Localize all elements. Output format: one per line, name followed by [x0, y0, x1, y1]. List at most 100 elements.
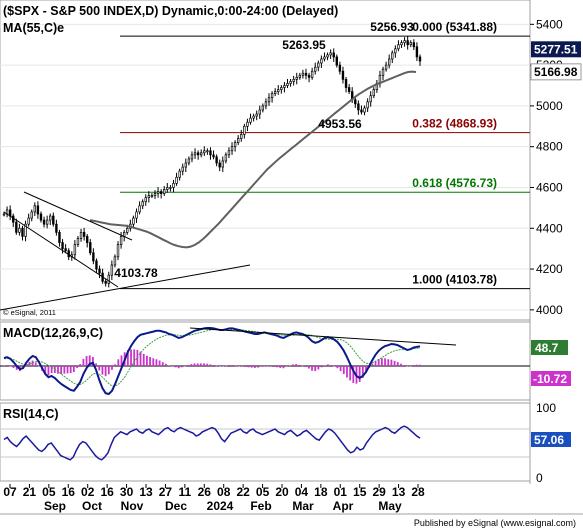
macd-histogram-bar [155, 359, 158, 366]
macd-histogram-bar [50, 366, 53, 374]
candle-body [397, 44, 400, 50]
candle-body [366, 101, 369, 109]
candle-body [206, 150, 209, 153]
macd-histogram-bar [333, 366, 336, 367]
macd-histogram-bar [349, 366, 352, 381]
candle-body [394, 48, 397, 54]
candle-body [341, 70, 345, 80]
macd-histogram-bar [279, 366, 282, 368]
x-tick-label: 11 [179, 485, 192, 499]
candle-body [110, 264, 114, 276]
candle-body [159, 191, 163, 194]
macd-histogram-bar [358, 366, 361, 382]
candle-body [89, 242, 92, 254]
x-tick-label: 27 [159, 485, 173, 499]
macd-histogram-bar [161, 362, 164, 366]
candle-body [329, 52, 332, 56]
macd-histogram-bar [98, 366, 101, 371]
fib-label: 1.000 (4103.78) [412, 273, 497, 287]
macd-histogram-bar [203, 363, 205, 366]
candle-body [166, 187, 169, 190]
candle-body [150, 195, 154, 197]
price-axis-ticks: 54005200500048004600440042004000 [530, 17, 563, 317]
macd-histogram-bar [82, 358, 85, 366]
macd-histogram-bar [193, 363, 196, 366]
macd-histogram-bar [88, 355, 91, 366]
x-tick-label: 07 [3, 485, 17, 499]
macd-histogram-bar [126, 350, 129, 366]
macd-histogram-bar [196, 363, 199, 366]
x-tick-label: 22 [236, 485, 250, 499]
candle-body [98, 268, 101, 274]
macd-histogram-bar [253, 366, 256, 368]
candle-body [33, 205, 37, 213]
macd-histogram-bar [415, 364, 418, 366]
candle-body [270, 93, 274, 99]
fib-label: 0.382 (4868.93) [412, 117, 497, 131]
macd-hist-box: -10.72 [531, 371, 571, 386]
macd-histogram-bar [317, 366, 320, 370]
candle-body [273, 91, 277, 95]
macd-histogram-bar [244, 366, 247, 367]
candle-body [277, 89, 280, 92]
x-tick-label: 05 [42, 485, 56, 499]
macd-histogram-bar [295, 364, 298, 366]
macd-histogram-bar [104, 366, 107, 377]
price-annotation: 5256.93 [370, 20, 414, 34]
candle-body [233, 142, 237, 148]
macd-histogram-bar [111, 366, 113, 370]
macd-histogram-bar [323, 365, 326, 366]
x-month-label: Apr [333, 499, 354, 513]
macd-histogram-bar [276, 366, 278, 368]
x-month-label: Sep [44, 499, 66, 513]
macd-histogram-bar [63, 366, 66, 374]
candle-body [30, 211, 33, 219]
x-tick-label: 15 [353, 485, 367, 499]
macd-histogram-bar [158, 360, 161, 366]
candle-body [246, 121, 249, 127]
macd-histogram-bar [177, 366, 180, 369]
channel-lower-line [3, 211, 119, 288]
candle-body [369, 95, 372, 103]
price-annotation: 4953.56 [318, 117, 362, 131]
x-month-label: Feb [250, 499, 271, 513]
fib-label: 0.000 (5341.88) [412, 20, 497, 34]
candle-body [412, 42, 416, 48]
candle-body [403, 40, 406, 44]
rsi-current-box: 57.06 [531, 432, 571, 447]
candle-body [147, 195, 151, 199]
candle-body [307, 74, 311, 78]
ma-label: MA(55,C)e [3, 21, 64, 35]
price-box-label: 5277.51 [534, 42, 578, 56]
rsi-line [3, 425, 421, 461]
x-month-label: Oct [82, 499, 102, 513]
macd-histogram-bar [152, 358, 155, 366]
candle-body [163, 189, 166, 194]
candle-body [332, 52, 335, 58]
macd-histogram-bar [174, 366, 177, 368]
price-tick-label: 4600 [536, 180, 563, 194]
macd-histogram-bar [133, 349, 136, 366]
candle-body [203, 150, 206, 154]
macd-histogram-bar [412, 365, 415, 366]
candle-body [415, 46, 419, 58]
x-tick-label: 21 [23, 485, 37, 499]
macd-histogram-bar [165, 363, 167, 366]
candle-body [64, 248, 67, 252]
candle-body [387, 58, 391, 66]
macd-histogram-bar [320, 366, 323, 368]
rsi-current-value: 57.06 [534, 433, 564, 447]
candle-body [310, 70, 314, 78]
macd-histogram-bar [346, 366, 348, 378]
macd-line [3, 327, 421, 396]
candle-body [252, 115, 255, 119]
x-axis: 07 21 05 16 02 16 30 13 27 11 26 08 22 05 20 04 18 01 15 29… [3, 484, 425, 513]
price-annotation: 5263.95 [282, 38, 326, 52]
macd-histogram-bar [409, 366, 412, 367]
candle-body [178, 170, 181, 178]
macd-histogram-bar [377, 358, 380, 366]
candle-body [258, 109, 261, 115]
x-tick-label: 01 [334, 485, 348, 499]
candle-body [289, 81, 292, 84]
macd-histogram-bar [273, 366, 275, 367]
